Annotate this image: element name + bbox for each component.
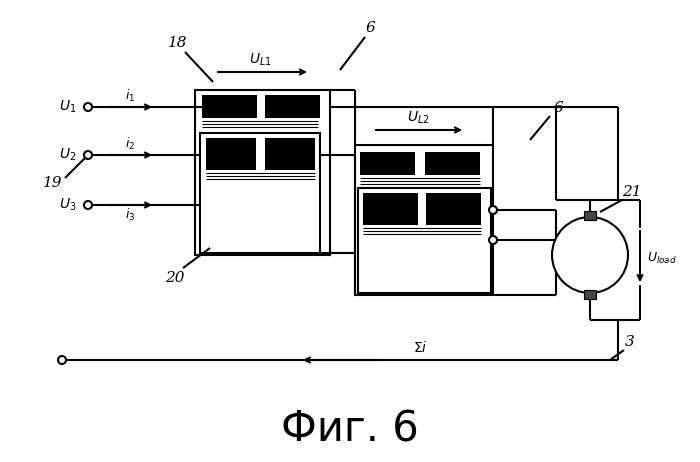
Text: $U_3$: $U_3$ [60,197,77,213]
Text: $U_2$: $U_2$ [60,147,77,163]
Bar [584,290,596,299]
Bar [363,193,418,225]
Text: 3: 3 [625,335,635,349]
Bar [425,152,480,175]
Bar [355,145,493,295]
Text: 19: 19 [43,176,63,190]
Circle shape [84,201,92,209]
Bar [200,133,320,253]
Bar [265,95,320,118]
Bar [206,138,256,170]
Text: $U_{load}$: $U_{load}$ [647,250,677,266]
Text: $U_1$: $U_1$ [60,99,77,115]
Bar [360,152,415,175]
Bar [584,211,596,220]
Circle shape [58,356,66,364]
Text: $U_{L1}$: $U_{L1}$ [248,52,272,68]
Text: 6: 6 [365,21,375,35]
Bar [584,290,596,299]
Bar [426,193,481,225]
Bar [265,138,315,170]
Bar [202,95,257,118]
Text: $i_3$: $i_3$ [125,207,135,223]
Text: 20: 20 [165,271,185,285]
Text: $i_2$: $i_2$ [125,136,135,152]
Circle shape [489,236,497,244]
Bar [584,211,596,220]
Circle shape [84,103,92,111]
Bar [195,90,330,255]
Circle shape [552,217,628,293]
Text: 6: 6 [553,101,563,115]
Circle shape [489,206,497,214]
Bar [358,188,491,293]
Text: Фиг. 6: Фиг. 6 [281,409,419,451]
Circle shape [84,151,92,159]
Text: 21: 21 [622,185,642,199]
Text: 18: 18 [168,36,188,50]
Text: $i_1$: $i_1$ [125,88,135,104]
Text: $\Sigma i$: $\Sigma i$ [413,340,427,355]
Text: $U_{L2}$: $U_{L2}$ [407,110,429,126]
